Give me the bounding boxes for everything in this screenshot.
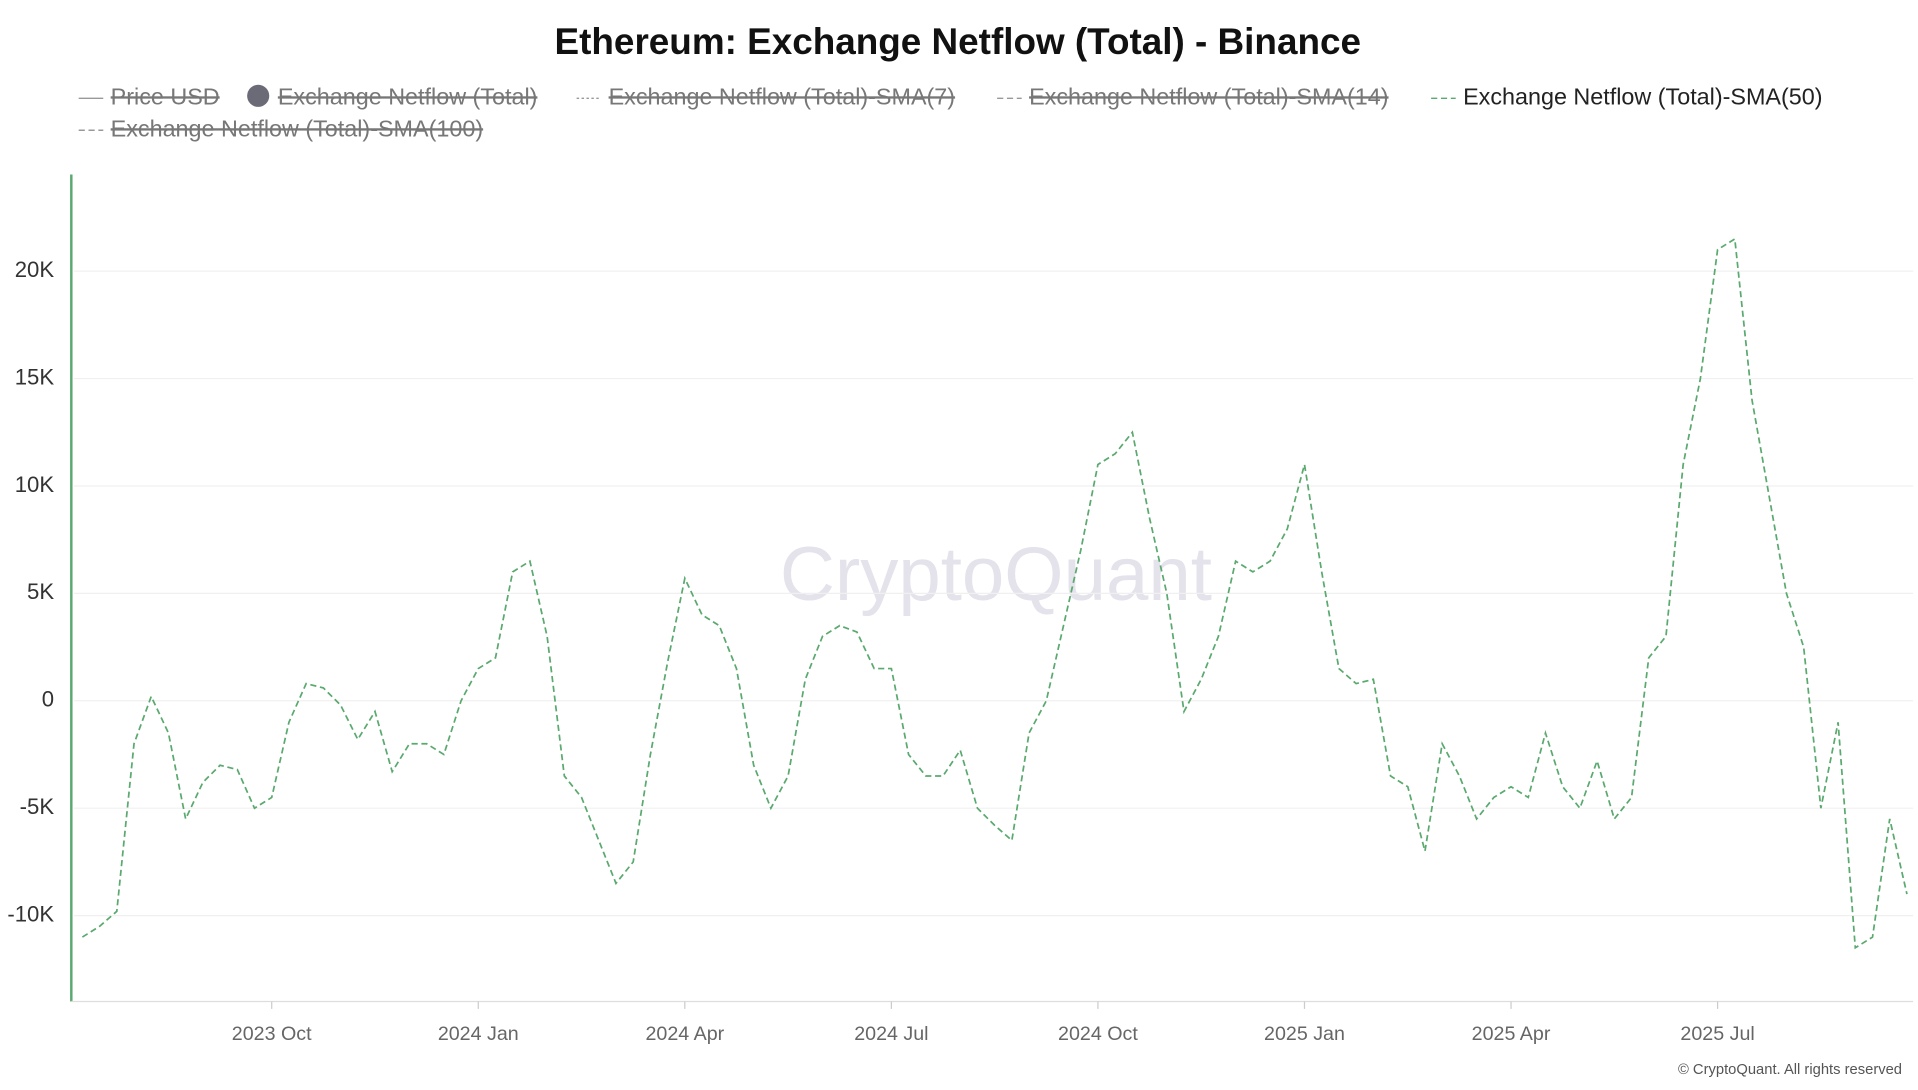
footer: © CryptoQuant. All rights reserved <box>1678 1062 1902 1078</box>
y-tick-label: 20K <box>15 257 55 282</box>
x-tick-label: 2025 Apr <box>1472 1023 1551 1045</box>
data-line <box>81 237 1908 950</box>
x-tick-label: 2024 Apr <box>645 1023 724 1045</box>
legend-symbol <box>247 84 270 107</box>
legend-label: Exchange Netflow (Total) <box>278 83 538 109</box>
y-tick-label: 10K <box>15 472 55 497</box>
y-tick-label: -5K <box>20 794 55 819</box>
y-tick-label: -10K <box>7 901 54 926</box>
legend-label: Price USD <box>111 83 220 109</box>
x-tick-label: 2024 Jul <box>854 1023 928 1045</box>
x-tick-label: 2025 Jul <box>1680 1023 1754 1045</box>
watermark: CryptoQuant <box>780 532 1212 617</box>
chart-title: Ethereum: Exchange Netflow (Total) - Bin… <box>555 21 1361 62</box>
legend-label: Exchange Netflow (Total)-SMA(100) <box>111 115 483 141</box>
y-tick-label: 5K <box>27 579 54 604</box>
x-tick-label: 2024 Jan <box>438 1023 519 1045</box>
legend-label: Exchange Netflow (Total)-SMA(7) <box>609 83 955 109</box>
x-tick-label: 2023 Oct <box>232 1023 312 1045</box>
x-tick-label: 2025 Jan <box>1264 1023 1345 1045</box>
legend-label: Exchange Netflow (Total)-SMA(50) <box>1463 83 1822 109</box>
y-tick-label: 15K <box>15 364 55 389</box>
x-tick-label: 2024 Oct <box>1058 1023 1138 1045</box>
legend-label: Exchange Netflow (Total)-SMA(14) <box>1029 83 1388 109</box>
y-tick-label: 0 <box>42 687 54 712</box>
